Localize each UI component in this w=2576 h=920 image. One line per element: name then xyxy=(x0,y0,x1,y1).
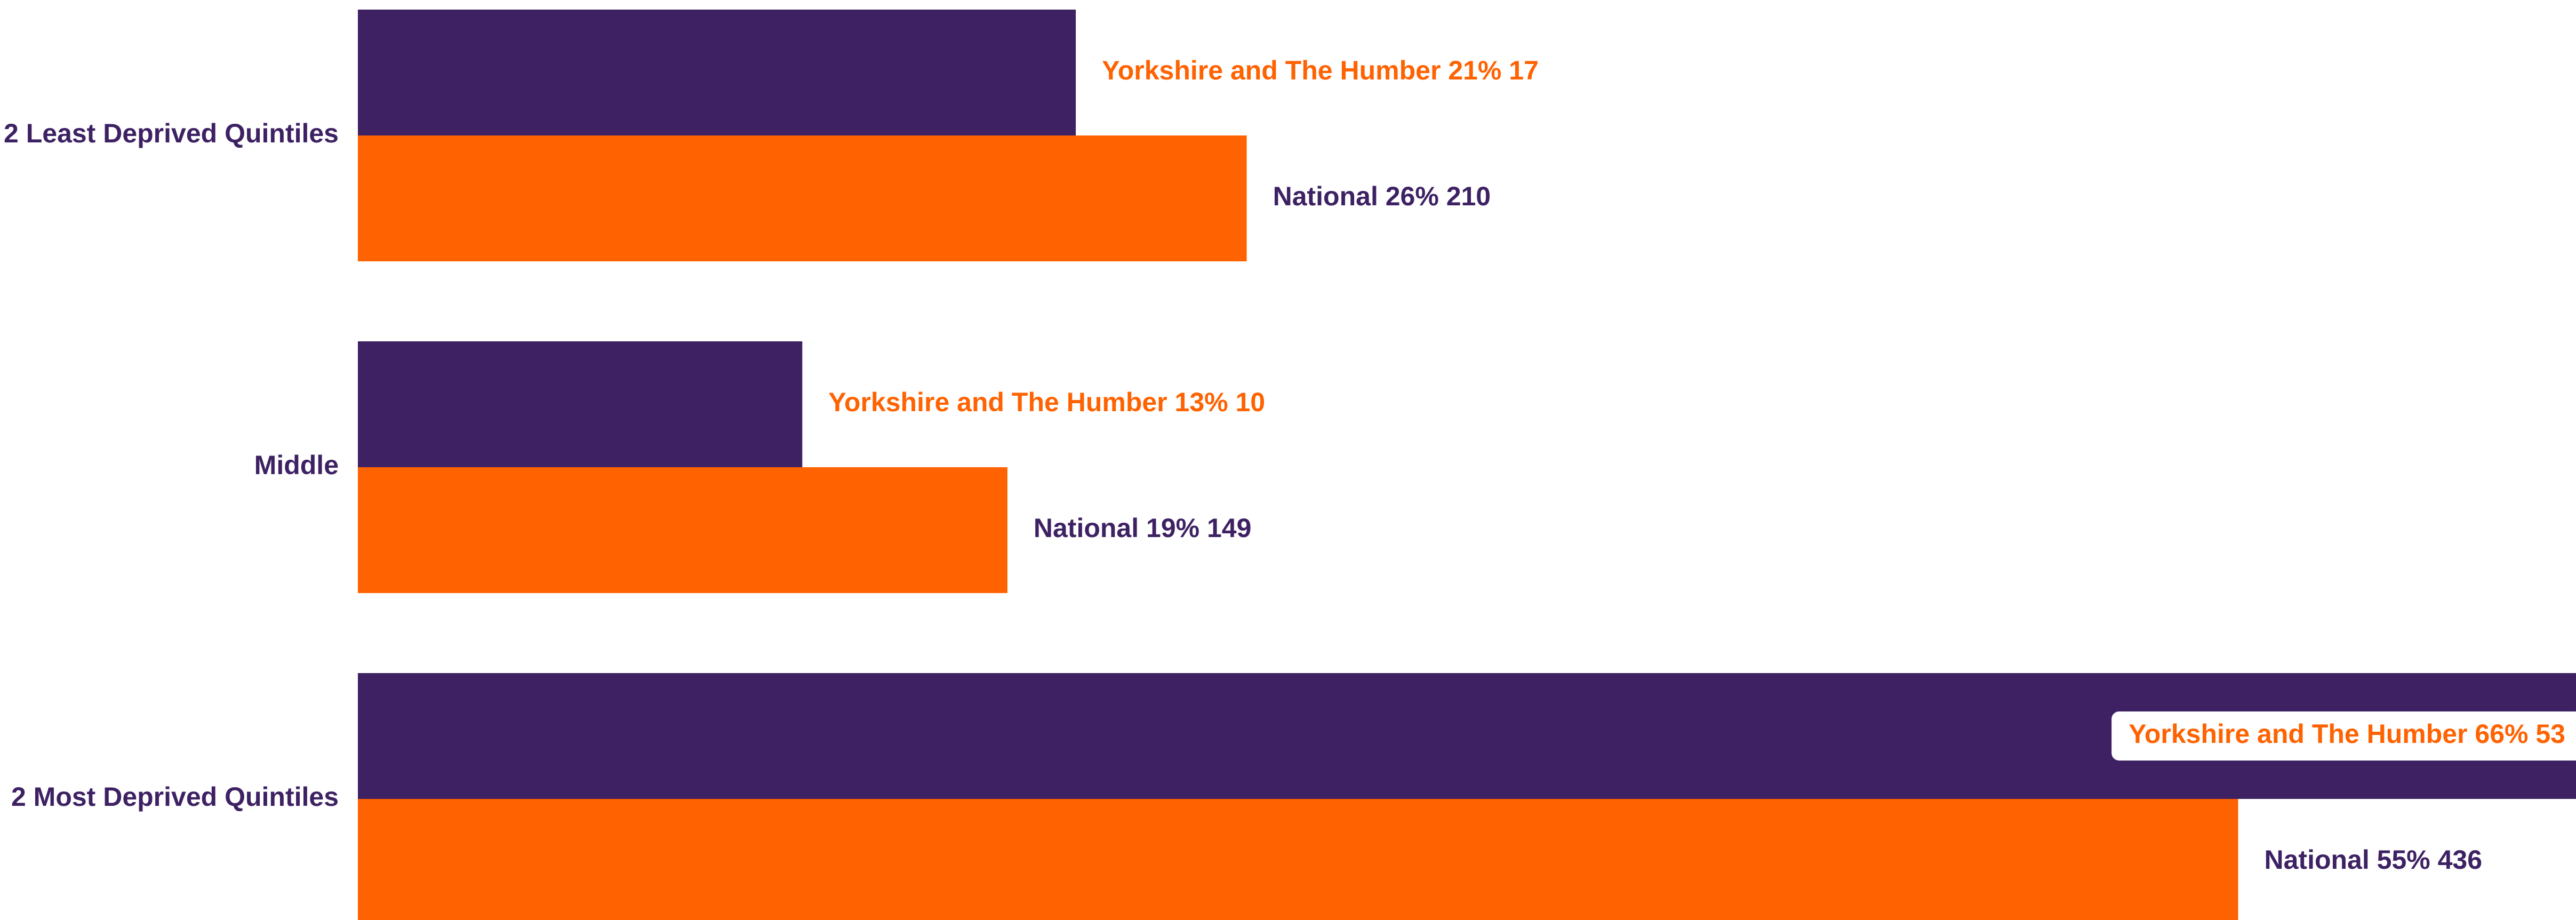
data-label-box xyxy=(2111,711,2576,761)
category-label: Middle xyxy=(254,450,339,480)
data-label: Yorkshire and The Humber 66% 53 xyxy=(2129,719,2565,749)
data-label: National 55% 436 xyxy=(2265,845,2483,875)
bar xyxy=(358,467,1007,593)
bar xyxy=(358,10,1076,135)
data-label: National 26% 210 xyxy=(1273,181,1491,211)
data-label: Yorkshire and The Humber 13% 10 xyxy=(828,387,1265,417)
bar xyxy=(358,135,1247,261)
bar xyxy=(358,799,2238,920)
data-label: Yorkshire and The Humber 21% 17 xyxy=(1102,55,1539,85)
bar xyxy=(358,341,803,467)
category-label: 2 Least Deprived Quintiles xyxy=(4,118,339,148)
data-label: National 19% 149 xyxy=(1034,513,1252,543)
category-label: 2 Most Deprived Quintiles xyxy=(11,782,339,812)
